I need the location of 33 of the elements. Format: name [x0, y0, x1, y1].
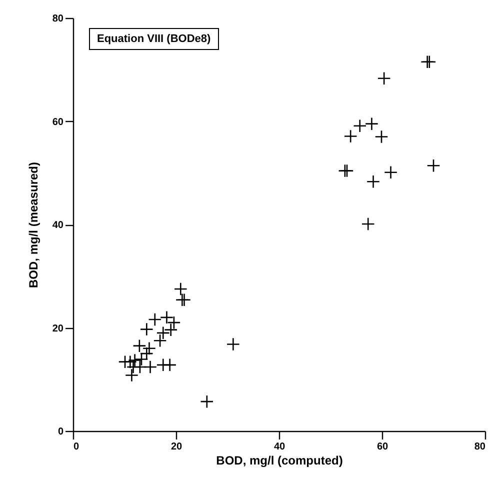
y-axis-title: BOD, mg/l (measured)	[26, 162, 40, 288]
annotation: Equation VIII (BODe8)	[89, 28, 219, 50]
point	[374, 130, 388, 144]
y-tick-label: 0	[58, 426, 64, 438]
x-tick-label: 0	[74, 442, 80, 452]
point	[174, 282, 188, 296]
point	[142, 342, 156, 356]
point	[148, 312, 162, 326]
point	[124, 368, 138, 382]
y-tick-label: 60	[52, 116, 64, 128]
point	[163, 358, 177, 372]
y-tick-label: 80	[52, 14, 64, 24]
x-tick-label: 80	[474, 442, 486, 452]
point	[384, 166, 398, 180]
point	[361, 217, 375, 231]
point	[364, 117, 378, 131]
x-tick-label: 40	[274, 442, 286, 452]
point	[366, 174, 380, 188]
point	[164, 323, 178, 337]
point	[344, 129, 358, 143]
x-axis-title: BOD, mg/l (computed)	[216, 454, 343, 468]
y-tick-label: 20	[52, 323, 64, 334]
point	[426, 158, 440, 172]
point	[377, 72, 391, 86]
point	[156, 326, 170, 340]
y-tick-label: 40	[52, 220, 64, 231]
point	[226, 337, 240, 352]
point	[200, 394, 214, 408]
x-tick-label: 60	[376, 442, 388, 452]
point	[153, 334, 167, 348]
point	[353, 119, 367, 133]
point	[140, 322, 154, 336]
x-tick-label: 20	[170, 442, 182, 452]
